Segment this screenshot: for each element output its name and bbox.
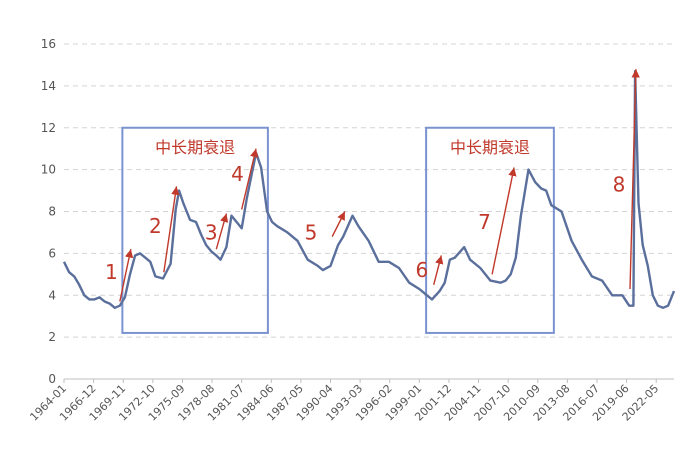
unemployment-series-line <box>62 69 676 309</box>
rise-arrow <box>163 186 180 273</box>
recession-box-label: 中长期衰退 <box>155 138 235 157</box>
rise-arrow <box>215 213 229 250</box>
rise-arrow <box>331 211 346 237</box>
y-tick-label: 12 <box>41 121 56 135</box>
rise-arrow <box>240 148 259 210</box>
y-tick-label: 8 <box>48 205 56 219</box>
rise-arrow-label: 7 <box>478 210 491 234</box>
recession-box <box>425 126 555 334</box>
rise-arrow <box>433 255 444 285</box>
y-tick-label: 10 <box>41 163 56 177</box>
recession-box <box>121 126 269 334</box>
rise-arrow <box>119 249 134 302</box>
rise-arrow <box>491 167 517 275</box>
y-tick-label: 0 <box>48 372 56 386</box>
y-tick-label: 14 <box>41 79 56 93</box>
rise-arrow <box>629 69 640 289</box>
recession-box-label: 中长期衰退 <box>450 138 530 157</box>
rise-arrow-label: 3 <box>205 220 218 244</box>
rise-arrow-label: 6 <box>416 258 429 282</box>
rise-arrow-label: 8 <box>613 172 626 196</box>
rise-arrow-label: 5 <box>305 220 318 244</box>
rise-arrow-label: 4 <box>231 162 244 186</box>
rise-arrow-label: 1 <box>105 260 118 284</box>
y-tick-label: 2 <box>48 330 56 344</box>
rise-arrow-label: 2 <box>149 214 162 238</box>
y-tick-label: 16 <box>41 37 56 51</box>
y-tick-label: 4 <box>48 288 56 302</box>
y-tick-label: 6 <box>48 246 56 260</box>
